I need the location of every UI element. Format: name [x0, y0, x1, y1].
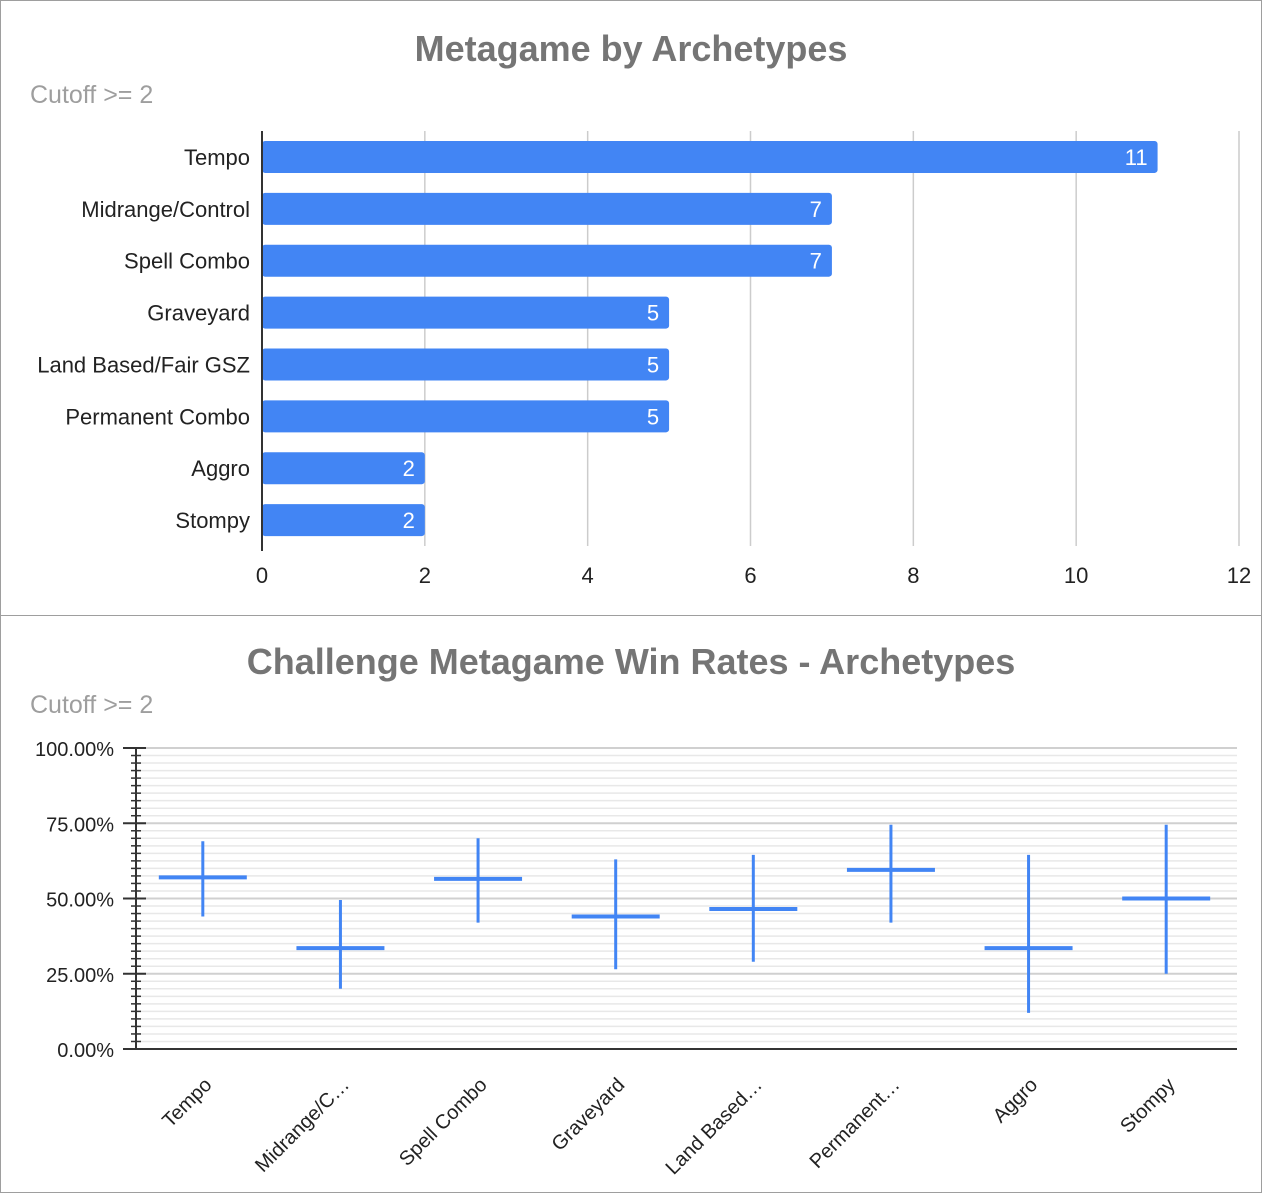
bar-value-label: 5: [647, 301, 659, 326]
x-category-label: Permanent…: [806, 1074, 905, 1173]
bar-value-label: 2: [403, 456, 415, 481]
y-tick-label: 100.00%: [35, 739, 114, 761]
bar: [262, 296, 670, 329]
y-category-label: Graveyard: [147, 301, 250, 326]
bar-value-label: 7: [810, 197, 822, 222]
winrate-chart: 0.00% 25.00% 50.00% 75.00% 100.00% Tempo Midra…: [35, 739, 1237, 1179]
bar: [262, 504, 425, 537]
bar-chart-title: Metagame by Archetypes: [414, 28, 848, 69]
bar-chart-subtitle: Cutoff >= 2: [30, 81, 154, 109]
x-category-label: Midrange/C…: [251, 1074, 354, 1177]
x-category-label: Tempo: [158, 1074, 216, 1132]
y-category-label: Midrange/Control: [81, 197, 250, 222]
bar-value-label: 7: [810, 249, 822, 274]
x-tick-label: 4: [582, 563, 594, 588]
bar-value-label: 5: [647, 352, 659, 377]
y-category-label: Permanent Combo: [65, 404, 250, 429]
y-category-label: Aggro: [191, 456, 250, 481]
x-category-label: Aggro: [989, 1074, 1042, 1127]
x-category-label: Graveyard: [548, 1074, 630, 1156]
bar-value-label: 11: [1125, 145, 1148, 170]
x-tick-label: 10: [1064, 563, 1088, 588]
y-category-label: Land Based/Fair GSZ: [37, 352, 250, 377]
bar: [262, 192, 832, 225]
bar: [262, 244, 832, 277]
x-tick-label: 6: [744, 563, 756, 588]
y-category-label: Spell Combo: [124, 249, 250, 274]
bar: [262, 140, 1158, 173]
y-category-label: Stompy: [175, 508, 250, 533]
bar-value-label: 5: [647, 404, 659, 429]
x-category-label: Stompy: [1116, 1074, 1180, 1138]
x-tick-label: 12: [1227, 563, 1251, 588]
x-tick-label: 8: [907, 563, 919, 588]
y-tick-label: 25.00%: [46, 965, 114, 987]
x-tick-label: 0: [256, 563, 268, 588]
bar-value-label: 2: [403, 508, 415, 533]
x-category-label: Land Based…: [662, 1074, 767, 1179]
x-tick-label: 2: [419, 563, 431, 588]
bar-chart-panel: Metagame by Archetypes Cutoff >= 2 0 2 4 6 8…: [0, 0, 1262, 616]
bar: [262, 348, 670, 381]
winrate-chart-title: Challenge Metagame Win Rates - Archetype…: [246, 641, 1016, 682]
y-tick-label: 50.00%: [46, 890, 114, 912]
y-tick-label: 0.00%: [57, 1040, 114, 1062]
y-category-label: Tempo: [184, 145, 250, 170]
bar: [262, 452, 425, 485]
winrate-chart-panel: Challenge Metagame Win Rates - Archetype…: [0, 615, 1262, 1193]
bar: [262, 400, 670, 433]
bar-chart: 0 2 4 6 8 10 12 11 Tempo 7 Midrange/Control 7 Spell …: [37, 131, 1251, 588]
y-tick-label: 75.00%: [46, 814, 114, 836]
x-category-label: Spell Combo: [395, 1074, 492, 1171]
winrate-chart-subtitle: Cutoff >= 2: [30, 691, 154, 719]
